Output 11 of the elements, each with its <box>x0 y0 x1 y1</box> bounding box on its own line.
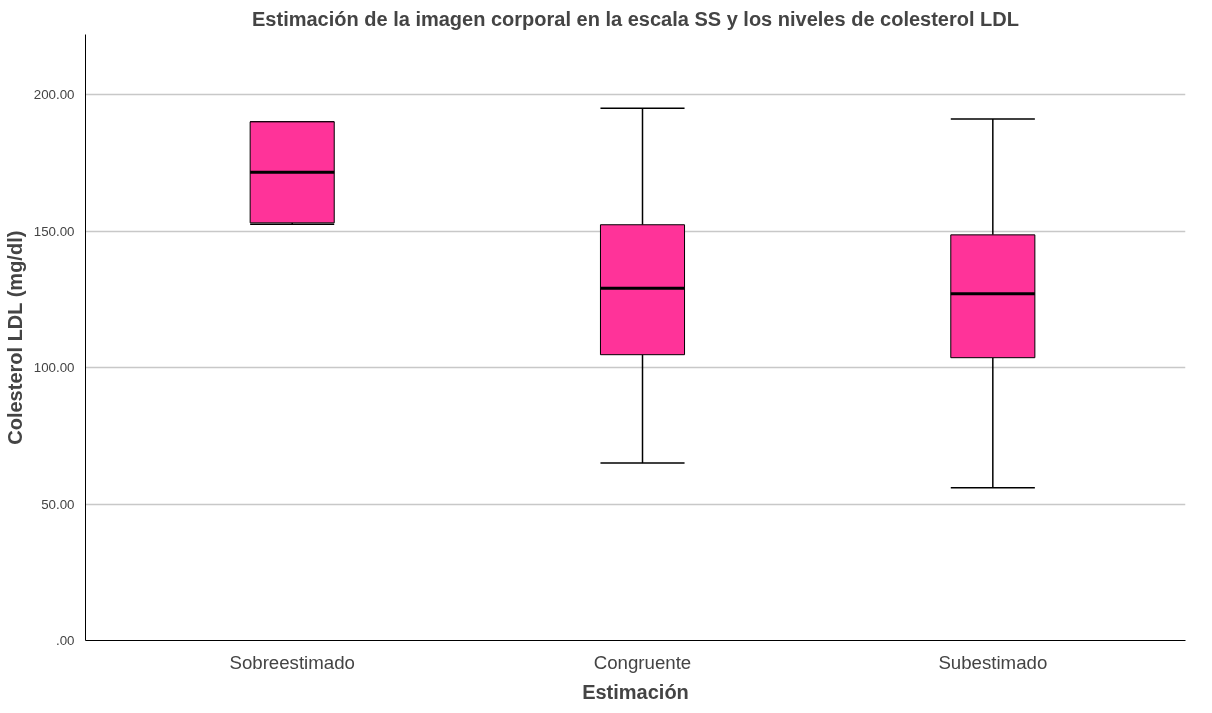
y-tick-label: 100.00 <box>33 360 75 376</box>
x-axis-title: Estimación <box>582 680 689 703</box>
chart-title: Estimación de la imagen corporal en la escala SS y los niveles de colesterol LDL <box>252 7 1019 30</box>
x-tick-label: Congruente <box>593 651 692 673</box>
y-tick-label: 150.00 <box>33 223 75 239</box>
y-tick-label: 200.00 <box>33 87 75 103</box>
y-tick-label: 50.00 <box>41 496 75 512</box>
x-tick-label: Subestimado <box>938 651 1048 673</box>
y-axis-title: Colesterol LDL (mg/dl) <box>3 230 26 445</box>
y-tick-label: .00 <box>55 633 75 648</box>
x-tick-label: Sobreestimado <box>229 651 355 673</box>
